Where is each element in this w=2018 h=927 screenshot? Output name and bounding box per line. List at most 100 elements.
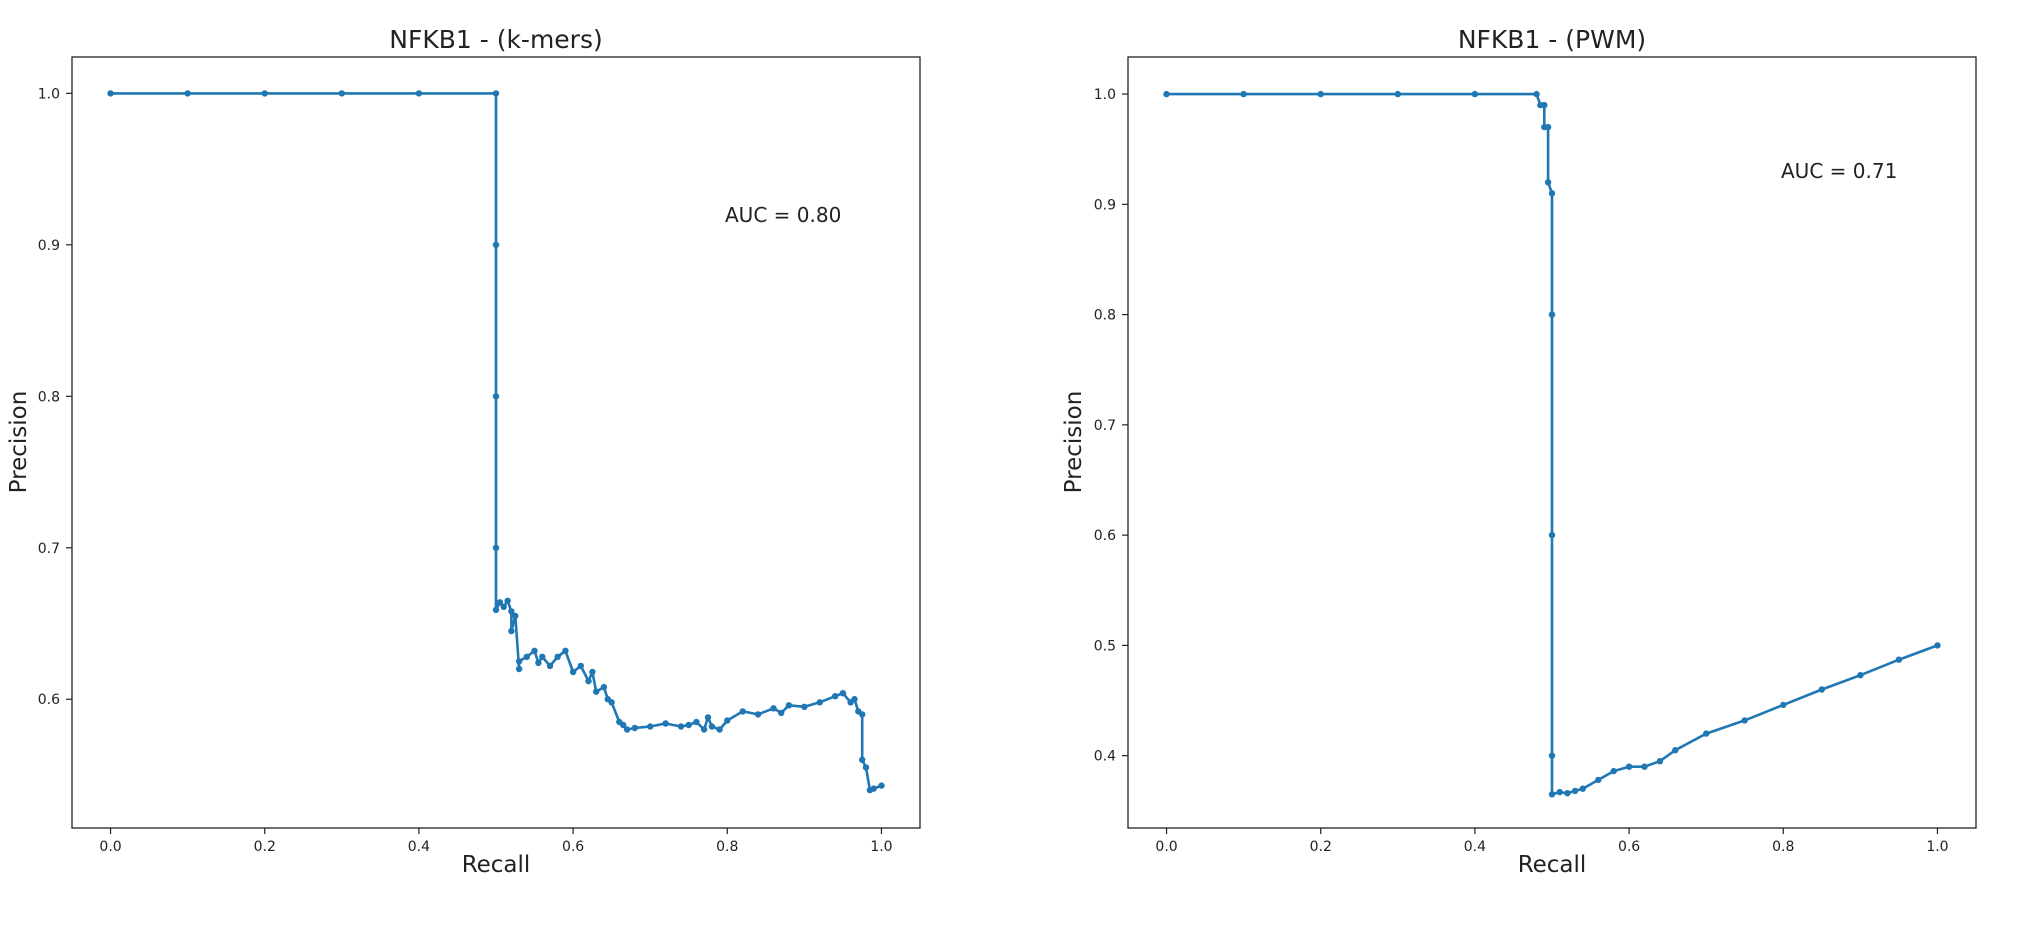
data-point: [1641, 763, 1648, 770]
data-point: [1625, 763, 1633, 770]
data-point: [716, 726, 723, 733]
data-point: [562, 647, 569, 654]
data-point: [589, 668, 596, 676]
data-point: [878, 782, 885, 789]
chart-title: NFKB1 - (k-mers): [389, 25, 603, 54]
data-point: [778, 709, 785, 717]
data-point: [839, 690, 847, 697]
axis-ticks: 0.0 0.2 0.4 0.6 0.8 1.0 0.4 0.5 0.6 0.7 0.8 0.9 1.0: [1094, 87, 1949, 855]
data-point: [1544, 179, 1552, 186]
x-tick-label: 0.2: [254, 839, 276, 855]
data-point: [693, 718, 700, 726]
data-point: [508, 627, 515, 635]
data-point: [754, 711, 762, 718]
data-point: [531, 647, 538, 654]
data-point: [870, 785, 877, 792]
data-point: [704, 714, 712, 721]
x-tick-label: 0.0: [99, 839, 121, 855]
data-point: [700, 726, 708, 733]
x-tick-label: 0.6: [562, 839, 584, 855]
data-point: [1240, 90, 1247, 98]
y-tick-label: 0.6: [38, 692, 60, 708]
data-point: [1548, 752, 1556, 759]
data-point: [1471, 90, 1479, 98]
data-point: [662, 720, 669, 727]
y-axis-label: Precision: [6, 391, 32, 494]
data-point: [539, 653, 546, 660]
data-point: [832, 693, 839, 700]
data-point: [107, 90, 114, 97]
data-point: [1656, 758, 1664, 765]
chart-kmers: NFKB1 - (k-mers) Recall Precision AUC = …: [6, 25, 921, 878]
y-tick-label: 0.5: [1094, 638, 1116, 654]
data-point: [1533, 90, 1540, 98]
x-tick-label: 0.6: [1618, 839, 1640, 855]
data-point: [1595, 776, 1602, 784]
data-point: [1556, 788, 1563, 796]
data-point: [647, 723, 654, 730]
data-point: [620, 721, 627, 729]
data-point: [535, 659, 542, 667]
data-point: [785, 702, 793, 709]
data-point: [500, 603, 507, 610]
data-point: [1548, 531, 1556, 539]
x-tick-label: 0.2: [1310, 839, 1332, 855]
data-point: [569, 668, 577, 676]
chart-pwm: NFKB1 - (PWM) Recall Precision AUC = 0.7…: [1061, 25, 1977, 878]
x-tick-label: 0.4: [1464, 839, 1486, 855]
data-point: [1163, 90, 1170, 98]
y-tick-label: 0.9: [1094, 197, 1116, 213]
data-point: [492, 241, 500, 248]
x-tick-label: 0.0: [1155, 839, 1177, 855]
data-point: [515, 665, 523, 673]
data-point: [677, 723, 685, 730]
y-axis-label: Precision: [1061, 391, 1087, 494]
data-point: [816, 699, 823, 706]
data-point: [1703, 730, 1710, 737]
data-point: [1895, 656, 1903, 663]
data-point: [546, 662, 554, 670]
data-point: [724, 717, 731, 724]
y-tick-label: 1.0: [38, 86, 60, 102]
data-point: [593, 688, 600, 695]
data-point: [184, 90, 191, 97]
y-tick-label: 0.7: [1094, 418, 1116, 434]
data-point: [1564, 790, 1571, 797]
data-point: [770, 705, 777, 712]
data-point: [859, 711, 866, 718]
data-point: [739, 708, 746, 715]
data-point: [1579, 785, 1587, 792]
data-point: [492, 606, 500, 614]
x-tick-label: 1.0: [1926, 839, 1948, 855]
data-point: [1610, 767, 1617, 775]
data-point: [1934, 642, 1941, 649]
data-point: [508, 608, 515, 615]
y-tick-label: 0.8: [38, 389, 60, 405]
data-point: [859, 756, 866, 763]
data-point: [492, 90, 500, 97]
auc-annotation: AUC = 0.80: [725, 203, 841, 227]
data-point: [492, 544, 500, 551]
data-point: [600, 683, 608, 691]
x-tick-label: 0.8: [1772, 839, 1794, 855]
data-point: [1857, 672, 1864, 679]
data-point: [1780, 701, 1787, 709]
data-point: [631, 724, 638, 732]
data-point: [1818, 686, 1826, 693]
pr-curve: [107, 90, 885, 794]
data-point: [801, 703, 808, 710]
x-tick-label: 1.0: [870, 839, 892, 855]
data-point: [577, 662, 584, 670]
data-point: [415, 90, 423, 97]
y-tick-label: 1.0: [1094, 87, 1116, 103]
data-point: [338, 90, 345, 97]
x-tick-label: 0.4: [408, 839, 430, 855]
data-point: [1548, 311, 1556, 318]
y-tick-label: 0.9: [38, 238, 60, 254]
data-point: [1317, 90, 1324, 98]
data-point: [512, 612, 519, 620]
y-tick-label: 0.7: [38, 541, 60, 557]
axis-ticks: 0.0 0.2 0.4 0.6 0.8 1.0 0.6 0.7 0.8 0.9 1.0: [38, 86, 893, 855]
chart-title: NFKB1 - (PWM): [1458, 25, 1646, 54]
